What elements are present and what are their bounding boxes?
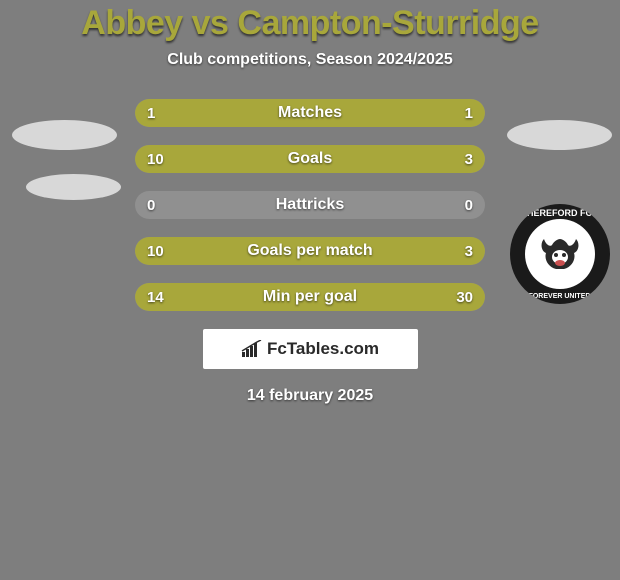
stat-label: Min per goal	[135, 288, 485, 306]
stat-label: Goals per match	[135, 242, 485, 260]
player-right-logo: HEREFORD FC FOREVER UNITED	[507, 120, 612, 304]
stat-label: Goals	[135, 150, 485, 168]
crest-shield	[525, 219, 595, 289]
crest-bottom-text: FOREVER UNITED	[510, 293, 610, 300]
brand-text: FcTables.com	[267, 339, 379, 359]
stat-row: 1430Min per goal	[135, 283, 485, 311]
ellipse-shape	[507, 120, 612, 150]
page-title: Abbey vs Campton-Sturridge	[0, 4, 620, 43]
crest-top-text: HEREFORD FC	[510, 208, 610, 218]
club-crest: HEREFORD FC FOREVER UNITED	[510, 204, 610, 304]
ellipse-shape	[12, 120, 117, 150]
page-subtitle: Club competitions, Season 2024/2025	[0, 51, 620, 69]
stats-container: 11Matches 103Goals 00Hattricks 103Goals per…	[135, 99, 485, 311]
bar-chart-icon	[241, 340, 263, 358]
brand-box: FcTables.com	[203, 329, 418, 369]
footer-date: 14 february 2025	[0, 387, 620, 405]
comparison-infographic: Abbey vs Campton-Sturridge Club competit…	[0, 0, 620, 580]
stat-row: 103Goals	[135, 145, 485, 173]
stat-row: 103Goals per match	[135, 237, 485, 265]
stat-label: Hattricks	[135, 196, 485, 214]
stat-row: 11Matches	[135, 99, 485, 127]
bull-icon	[538, 235, 582, 273]
ellipse-shape	[26, 174, 121, 200]
stat-label: Matches	[135, 104, 485, 122]
stat-row: 00Hattricks	[135, 191, 485, 219]
player-left-logo	[8, 120, 121, 200]
